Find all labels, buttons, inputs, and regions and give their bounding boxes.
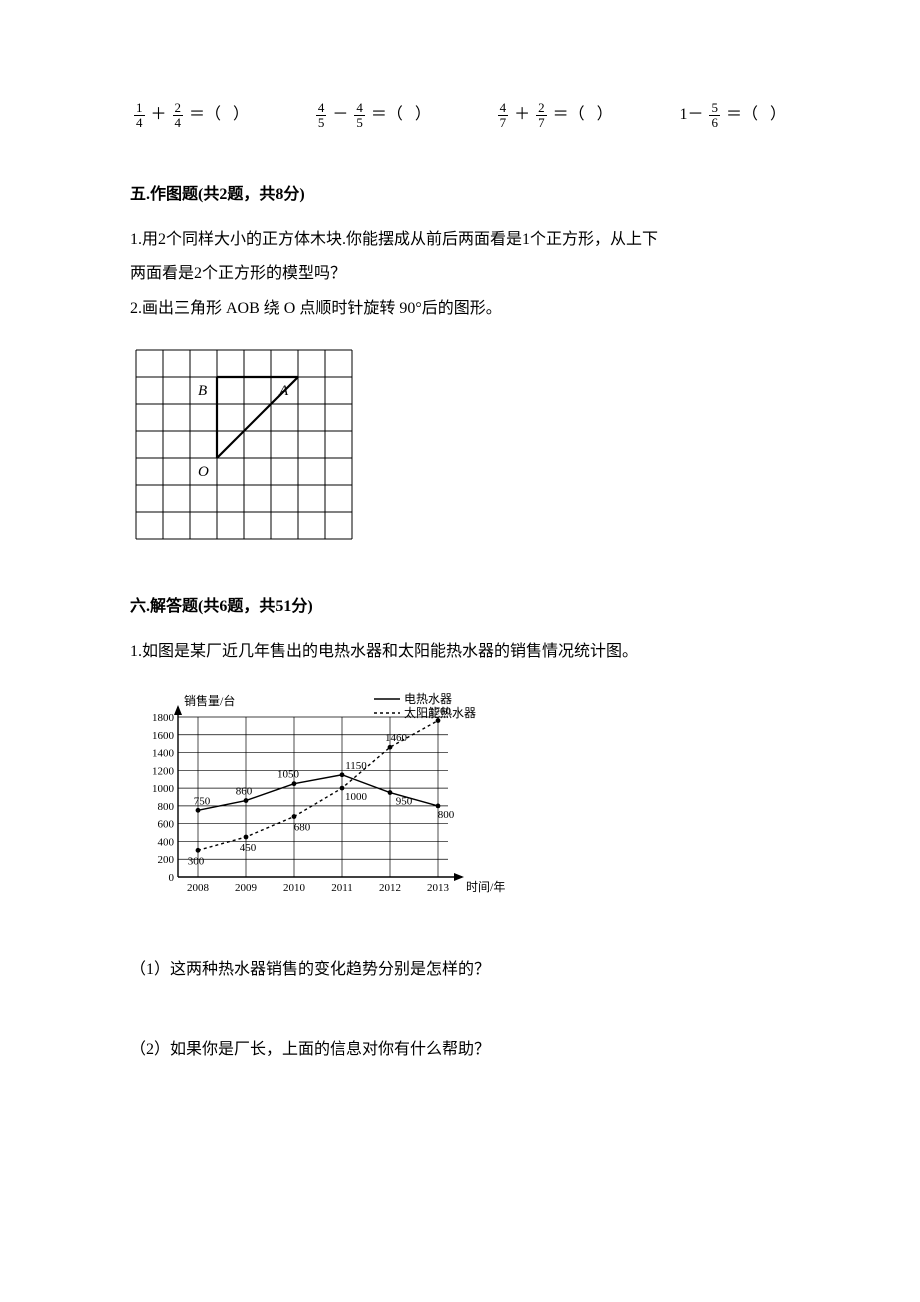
svg-text:450: 450 <box>240 842 257 854</box>
equation-1: 1 4 ＋ 2 4 ＝（ ） <box>134 100 249 130</box>
svg-text:2012: 2012 <box>379 882 401 894</box>
svg-text:1400: 1400 <box>152 748 175 760</box>
svg-text:2008: 2008 <box>187 882 210 894</box>
svg-text:200: 200 <box>158 854 175 866</box>
svg-text:1050: 1050 <box>277 769 300 781</box>
section6-q2: （2）如果你是厂长，上面的信息对你有什么帮助？ <box>130 1035 790 1065</box>
svg-text:2009: 2009 <box>235 882 258 894</box>
svg-text:1760: 1760 <box>429 706 452 718</box>
den: 6 <box>709 115 720 130</box>
frac-2a: 4 5 <box>316 101 327 129</box>
svg-text:1800: 1800 <box>152 712 175 724</box>
svg-text:0: 0 <box>169 872 175 884</box>
section6-q1: （1）这两种热水器销售的变化趋势分别是怎样的？ <box>130 955 790 985</box>
section5-q2: 2.画出三角形 AOB 绕 O 点顺时针旋转 90°后的图形。 <box>130 294 790 324</box>
svg-text:A: A <box>278 383 289 399</box>
svg-text:600: 600 <box>158 819 175 831</box>
frac-1a: 1 4 <box>134 101 145 129</box>
svg-text:电热水器: 电热水器 <box>404 692 452 706</box>
den: 4 <box>134 115 145 130</box>
op: ＋ <box>514 100 530 130</box>
op: － <box>332 100 348 130</box>
svg-text:860: 860 <box>236 786 253 798</box>
equals-blank: ＝（ ） <box>371 100 431 130</box>
svg-text:2013: 2013 <box>427 882 450 894</box>
num: 5 <box>709 101 720 115</box>
grid-svg: B A O <box>130 344 358 545</box>
svg-text:300: 300 <box>188 855 205 867</box>
svg-text:时间/年: 时间/年 <box>466 880 505 894</box>
svg-text:1600: 1600 <box>152 730 175 742</box>
svg-text:800: 800 <box>158 801 175 813</box>
section5-q1-line2: 两面看是2个正方形的模型吗？ <box>130 259 790 289</box>
svg-text:800: 800 <box>438 809 455 821</box>
den: 5 <box>316 115 327 130</box>
sales-chart-figure: 0 200 400 600 800 1000 1200 1400 1600 1800 2008 200… <box>130 689 790 930</box>
equation-3: 4 7 ＋ 2 7 ＝（ ） <box>498 100 613 130</box>
chart-svg: 0 200 400 600 800 1000 1200 1400 1600 1800 2008 200… <box>130 689 530 919</box>
equals-blank: ＝（ ） <box>553 100 613 130</box>
svg-text:750: 750 <box>194 795 211 807</box>
svg-text:1150: 1150 <box>345 760 367 772</box>
equals-blank: ＝（ ） <box>189 100 249 130</box>
svg-text:O: O <box>198 464 209 480</box>
frac-1b: 2 4 <box>173 101 184 129</box>
op: ＋ <box>151 100 167 130</box>
svg-text:1460: 1460 <box>385 732 408 744</box>
frac-2b: 4 5 <box>354 101 365 129</box>
equation-row: 1 4 ＋ 2 4 ＝（ ） 4 5 － 4 5 ＝（ ） <box>130 100 790 130</box>
svg-text:B: B <box>198 383 207 399</box>
lead: 1－ <box>679 100 703 130</box>
section6-intro: 1.如图是某厂近几年售出的电热水器和太阳能热水器的销售情况统计图。 <box>130 637 790 667</box>
den: 4 <box>173 115 184 130</box>
num: 1 <box>134 101 145 115</box>
triangle-grid-figure: B A O <box>130 344 790 556</box>
svg-text:2011: 2011 <box>331 882 353 894</box>
svg-text:950: 950 <box>396 796 413 808</box>
den: 7 <box>536 115 547 130</box>
den: 5 <box>354 115 365 130</box>
frac-3b: 2 7 <box>536 101 547 129</box>
svg-text:1000: 1000 <box>152 783 175 795</box>
svg-text:680: 680 <box>294 822 311 834</box>
page: 1 4 ＋ 2 4 ＝（ ） 4 5 － 4 5 ＝（ ） <box>0 0 920 1302</box>
num: 2 <box>536 101 547 115</box>
num: 4 <box>316 101 327 115</box>
num: 2 <box>173 101 184 115</box>
num: 4 <box>354 101 365 115</box>
frac-4b: 5 6 <box>709 101 720 129</box>
svg-text:1000: 1000 <box>345 791 368 803</box>
svg-text:1200: 1200 <box>152 765 175 777</box>
equation-4: 1－ 5 6 ＝（ ） <box>679 100 786 130</box>
equation-2: 4 5 － 4 5 ＝（ ） <box>316 100 431 130</box>
equals-blank: ＝（ ） <box>726 100 786 130</box>
section5-title: 五.作图题(共2题，共8分) <box>130 180 790 210</box>
section6-title: 六.解答题(共6题，共51分) <box>130 592 790 622</box>
num: 4 <box>498 101 509 115</box>
svg-text:400: 400 <box>158 837 175 849</box>
frac-3a: 4 7 <box>498 101 509 129</box>
svg-text:销售量/台: 销售量/台 <box>184 693 235 708</box>
section5-q1-line1: 1.用2个同样大小的正方体木块.你能摆成从前后两面看是1个正方形，从上下 <box>130 225 790 255</box>
svg-text:2010: 2010 <box>283 882 306 894</box>
den: 7 <box>498 115 509 130</box>
